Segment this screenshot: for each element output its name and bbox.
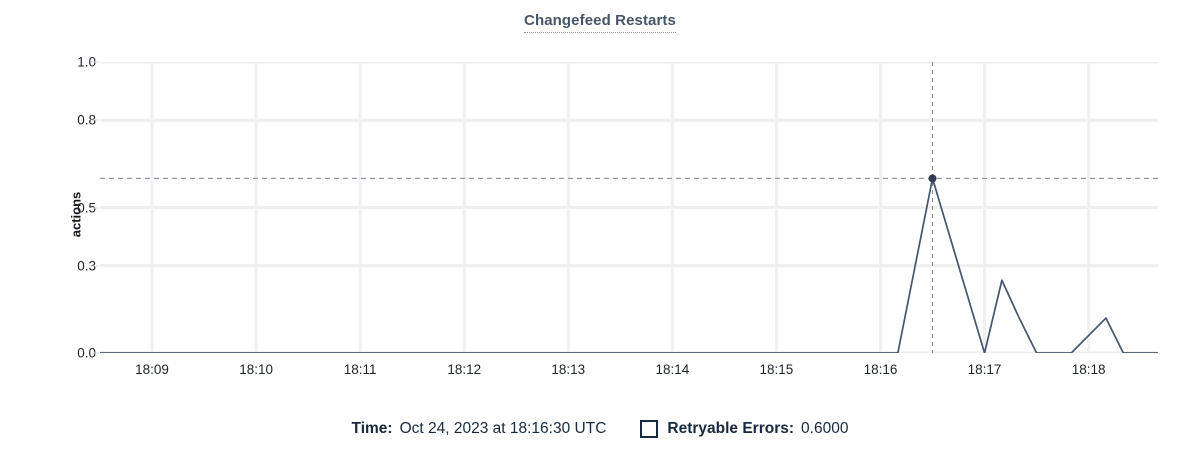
- footer-time-key: Time:: [351, 420, 393, 437]
- footer-series-key: Retryable Errors:: [667, 420, 795, 437]
- footer-series-value: 0.6000: [801, 420, 849, 437]
- x-tick-label: 18:18: [1071, 362, 1106, 377]
- y-tick-label: 0.0: [77, 345, 96, 361]
- plot-svg: [100, 62, 1158, 353]
- y-tick-mark: [91, 207, 99, 208]
- hover-point-marker: [928, 174, 937, 183]
- plot-area[interactable]: actions 1.0 0.8 0.5 0.3 0.0 18:09 18:10 18:11 1…: [68, 55, 1158, 377]
- x-tick-label: 18:17: [967, 362, 1002, 377]
- chart-title-text: Changefeed Restarts: [524, 12, 676, 33]
- footer-series-legend[interactable]: Retryable Errors: 0.6000: [640, 420, 848, 438]
- y-tick-label: 0.8: [77, 112, 96, 128]
- vertical-gridlines: [150, 62, 1091, 353]
- y-tick-mark: [91, 61, 99, 63]
- series-lines: [100, 177, 1158, 353]
- footer-time-value: Oct 24, 2023 at 18:16:30 UTC: [399, 420, 607, 437]
- y-tick-label: 0.3: [77, 258, 96, 274]
- y-tick-mark: [91, 119, 99, 121]
- horizontal-gridlines: [100, 62, 1158, 353]
- x-tick-label: 18:09: [135, 362, 169, 377]
- x-tick-label: 18:13: [551, 362, 586, 377]
- y-tick-mark: [91, 352, 99, 354]
- series-checkbox-icon[interactable]: [640, 420, 659, 438]
- x-tick-label: 18:10: [239, 362, 273, 377]
- chart-title: Changefeed Restarts: [0, 12, 1200, 33]
- y-tick-mark: [91, 265, 99, 267]
- x-tick-label: 18:14: [655, 362, 690, 377]
- y-tick-label: 0.5: [77, 200, 96, 215]
- y-tick-label: 1.0: [77, 54, 96, 70]
- crosshair-lines: [100, 62, 1158, 353]
- footer-time: Time: Oct 24, 2023 at 18:16:30 UTC: [352, 420, 607, 438]
- x-tick-label: 18:11: [343, 362, 377, 377]
- x-tick-label: 18:16: [863, 362, 898, 377]
- x-tick-label: 18:15: [759, 362, 794, 377]
- x-tick-label: 18:12: [447, 362, 482, 377]
- chart-footer: Time: Oct 24, 2023 at 18:16:30 UTC Retry…: [0, 420, 1200, 438]
